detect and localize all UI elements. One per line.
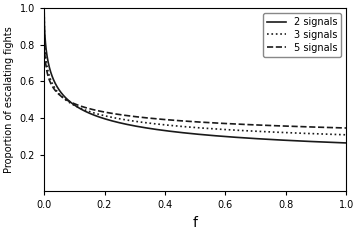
- 5 signals: [280, 124, 284, 127]
- 3 signals: [335, 133, 340, 136]
- 2 signals: [42, 7, 46, 10]
- Legend: 2 signals, 3 signals, 5 signals: 2 signals, 3 signals, 5 signals: [263, 13, 341, 57]
- 2 signals: [189, 132, 193, 135]
- Y-axis label: Proportion of escalating fights: Proportion of escalating fights: [4, 26, 14, 173]
- 2 signals: [335, 141, 339, 144]
- 5 signals: [189, 120, 193, 123]
- 3 signals: [57, 93, 62, 96]
- X-axis label: f: f: [193, 216, 198, 230]
- 2 signals: [344, 142, 348, 144]
- 3 signals: [189, 126, 193, 129]
- 2 signals: [57, 89, 62, 92]
- 2 signals: [280, 139, 284, 142]
- 5 signals: [181, 120, 185, 122]
- 3 signals: [335, 133, 339, 136]
- 5 signals: [57, 94, 62, 96]
- 3 signals: [42, 7, 46, 10]
- 2 signals: [181, 131, 185, 134]
- Line: 2 signals: 2 signals: [44, 8, 346, 143]
- Line: 3 signals: 3 signals: [44, 8, 346, 135]
- 3 signals: [280, 131, 284, 134]
- 3 signals: [181, 125, 185, 128]
- 2 signals: [335, 141, 340, 144]
- 5 signals: [335, 126, 339, 129]
- 5 signals: [335, 126, 340, 129]
- 3 signals: [344, 133, 348, 136]
- Line: 5 signals: 5 signals: [44, 8, 346, 128]
- 5 signals: [344, 127, 348, 129]
- 5 signals: [42, 7, 46, 10]
